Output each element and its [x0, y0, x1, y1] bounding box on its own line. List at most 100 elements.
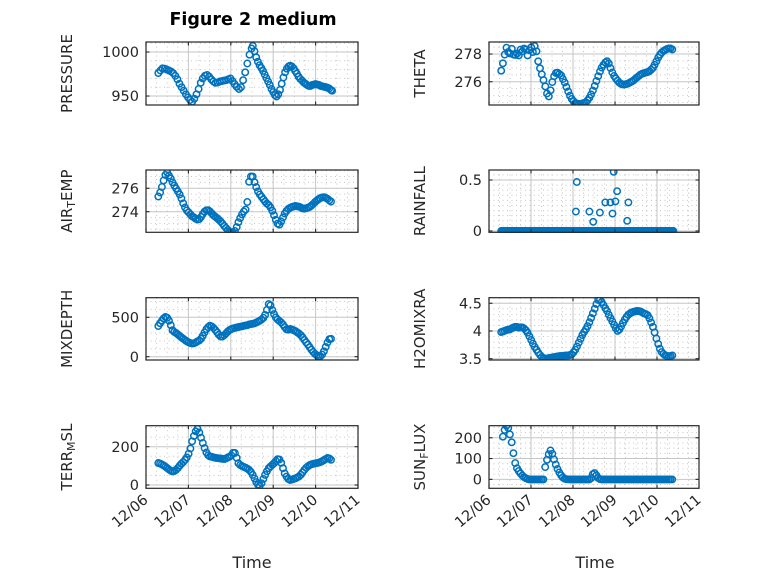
marker	[595, 208, 604, 217]
marker	[589, 217, 598, 226]
ylabel-terrmsl: TERRMSL	[58, 423, 78, 492]
marker	[243, 198, 252, 206]
marker	[541, 463, 550, 472]
marker	[573, 342, 581, 351]
marker	[265, 81, 274, 89]
marker	[261, 310, 270, 319]
tick-marks	[145, 170, 359, 233]
tick-marks	[488, 297, 700, 360]
tick-marks	[488, 170, 700, 233]
minor-grid	[489, 170, 699, 233]
marker	[200, 444, 209, 453]
marker	[175, 190, 184, 199]
marker	[277, 79, 286, 88]
ytick-label: 0	[473, 224, 482, 240]
marker	[239, 207, 248, 216]
ylabel-mixdepth: MIXDEPTH	[58, 290, 76, 368]
marker	[596, 67, 604, 76]
marker	[327, 334, 335, 343]
marker	[539, 475, 548, 484]
marker	[237, 83, 245, 92]
marker	[195, 215, 204, 224]
subplot-airtemp: 274 276 AIRTEMP	[58, 169, 359, 233]
marker	[583, 322, 592, 331]
marker	[564, 87, 573, 96]
marker	[601, 198, 610, 207]
ytick-label: 4	[473, 324, 482, 340]
marker	[497, 66, 506, 75]
marker	[645, 314, 654, 323]
xtick-label: 12/10	[620, 492, 662, 531]
marker	[509, 449, 518, 458]
tick-marks	[145, 42, 359, 105]
marker	[225, 227, 234, 233]
marker	[167, 67, 175, 76]
marker	[241, 205, 250, 214]
series-markers	[154, 41, 337, 106]
marker	[603, 307, 611, 315]
marker	[668, 351, 677, 360]
marker	[173, 75, 182, 84]
marker	[229, 228, 238, 233]
marker	[203, 70, 212, 79]
marker	[588, 86, 597, 95]
marker	[232, 223, 241, 232]
xtick-label: 12/06	[452, 492, 494, 531]
axes-box	[488, 169, 700, 233]
series-markers	[497, 297, 677, 361]
marker	[668, 45, 677, 54]
marker	[252, 183, 261, 192]
marker	[268, 206, 277, 215]
subplot-rainfall: 0 0.5 RAINFALL	[411, 166, 700, 240]
subplot-h2omixra: 3.5 4 4.5 H2OMIXRA	[411, 288, 700, 369]
ylabel-rainfall: RAINFALL	[411, 166, 429, 237]
marker	[652, 57, 661, 66]
ytick-label: 500	[111, 310, 139, 326]
marker	[236, 214, 245, 223]
marker	[562, 82, 571, 91]
major-grid	[146, 297, 358, 360]
marker	[654, 339, 663, 348]
ytick-label: 0	[130, 478, 139, 494]
axes-box	[488, 297, 700, 361]
marker	[179, 199, 188, 208]
marker	[585, 207, 594, 216]
marker	[165, 316, 173, 325]
marker	[182, 453, 191, 462]
xtick-label: 12/10	[279, 492, 321, 531]
ytick-label: 3.5	[459, 352, 482, 368]
marker	[588, 309, 597, 318]
marker	[327, 455, 335, 464]
marker	[257, 479, 266, 488]
marker	[623, 216, 632, 225]
ytick-label: 4.5	[459, 296, 482, 312]
marker	[177, 194, 186, 203]
marker	[606, 64, 615, 73]
marker	[154, 192, 163, 201]
tick-marks	[145, 297, 359, 360]
marker	[245, 465, 254, 474]
marker	[277, 217, 286, 226]
marker	[505, 430, 514, 439]
marker	[189, 432, 198, 440]
ytick-label: 278	[454, 47, 482, 63]
subplot-pressure: 950 1000 PRESSURE	[58, 34, 359, 113]
marker	[186, 96, 195, 104]
marker	[325, 196, 334, 205]
marker	[507, 438, 516, 447]
marker	[204, 323, 213, 332]
marker	[590, 304, 599, 313]
marker	[166, 174, 175, 183]
ytick-label: 100	[454, 452, 482, 468]
marker	[541, 82, 550, 91]
marker	[252, 53, 261, 62]
axes-box	[145, 169, 359, 233]
marker	[590, 81, 599, 90]
marker	[234, 85, 243, 93]
marker	[624, 198, 633, 207]
xtick-label: 12/09	[578, 492, 620, 531]
marker	[534, 57, 543, 66]
marker	[321, 342, 330, 351]
ytick-label: 1000	[102, 45, 139, 61]
ylabel-theta: THETA	[411, 49, 429, 99]
